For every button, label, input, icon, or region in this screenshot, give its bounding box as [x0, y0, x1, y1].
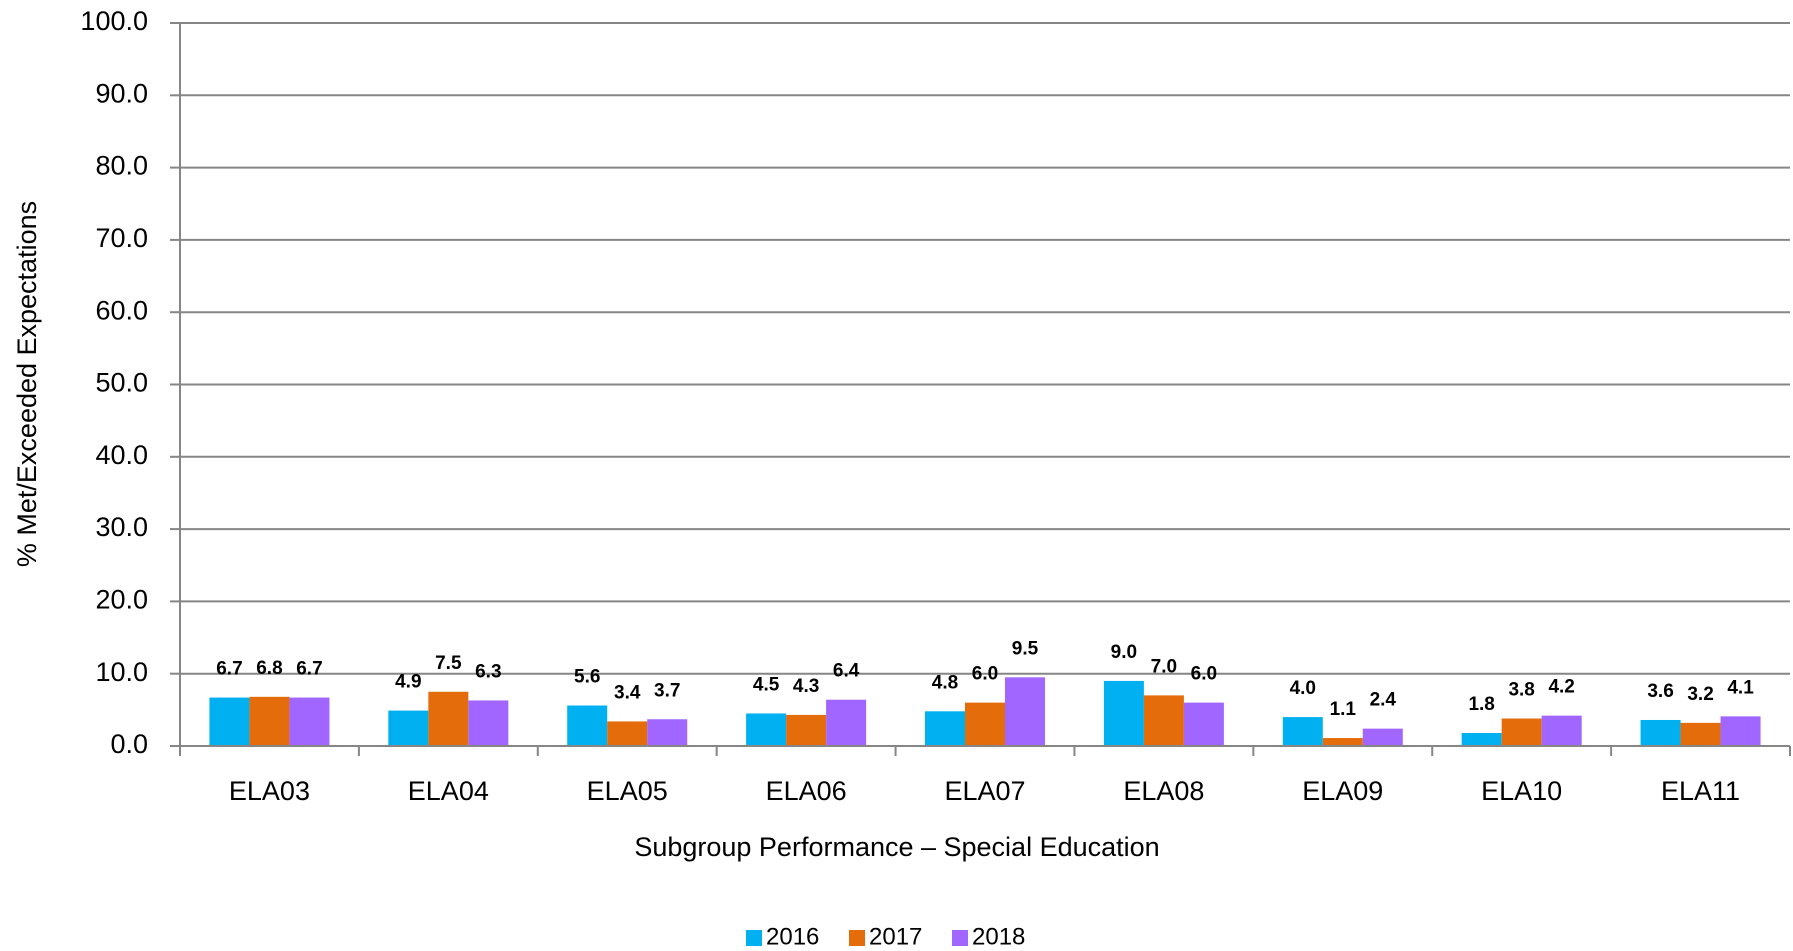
y-tick-label: 100.0 — [80, 6, 148, 36]
value-label: 1.1 — [1330, 699, 1357, 720]
bar — [1461, 732, 1502, 746]
y-tick-label: 20.0 — [95, 585, 148, 615]
value-label: 9.0 — [1111, 642, 1137, 663]
bar — [289, 697, 330, 746]
value-label: 3.4 — [614, 682, 641, 703]
y-tick-label: 90.0 — [95, 78, 148, 108]
bar — [786, 714, 827, 746]
y-tick-label: 30.0 — [95, 512, 148, 542]
x-tick-label: ELA10 — [1481, 776, 1562, 806]
x-tick-label: ELA07 — [944, 776, 1025, 806]
value-label: 4.5 — [753, 674, 780, 695]
bar — [925, 711, 965, 746]
legend-swatch — [849, 930, 865, 946]
bar — [1680, 722, 1721, 746]
value-label: 6.0 — [972, 664, 998, 685]
legend-swatch — [952, 930, 968, 946]
value-label: 4.1 — [1727, 677, 1754, 698]
value-label: 6.3 — [475, 661, 501, 682]
bar — [647, 719, 688, 746]
value-label: 4.0 — [1290, 678, 1316, 699]
x-tick-label: ELA09 — [1302, 776, 1383, 806]
x-tick-label: ELA05 — [587, 776, 668, 806]
bar — [1143, 695, 1184, 746]
bar — [1640, 719, 1681, 746]
bar — [1282, 717, 1323, 746]
value-label: 5.6 — [574, 667, 600, 688]
bar — [1501, 718, 1542, 746]
bar — [1720, 716, 1761, 746]
y-tick-label: 0.0 — [110, 729, 148, 759]
y-tick-label: 40.0 — [95, 440, 148, 470]
y-tick-label: 80.0 — [95, 151, 148, 181]
legend-label: 2017 — [869, 923, 922, 950]
x-axis-title: Subgroup Performance – Special Education — [634, 832, 1159, 862]
value-label: 4.3 — [793, 676, 819, 697]
value-label: 7.0 — [1151, 656, 1177, 677]
value-label: 1.8 — [1468, 694, 1494, 715]
value-label: 3.2 — [1687, 684, 1713, 705]
value-label: 4.8 — [932, 672, 958, 693]
y-tick-label: 70.0 — [95, 223, 148, 253]
legend-label: 2018 — [972, 923, 1025, 950]
bar — [249, 696, 290, 746]
value-label: 3.8 — [1508, 680, 1534, 701]
bar — [428, 691, 469, 746]
bar — [1322, 738, 1363, 746]
x-tick-label: ELA06 — [766, 776, 847, 806]
x-tick-label: ELA04 — [408, 776, 489, 806]
y-tick-label: 60.0 — [95, 295, 148, 325]
bar — [567, 705, 608, 746]
y-axis-title: % Met/Exceeded Expectations — [12, 201, 42, 567]
x-tick-label: ELA08 — [1123, 776, 1204, 806]
bar — [607, 721, 648, 746]
y-tick-label: 50.0 — [95, 368, 148, 398]
bar — [1541, 715, 1582, 746]
value-label: 6.7 — [296, 659, 322, 680]
x-tick-label: ELA03 — [229, 776, 310, 806]
bar — [826, 699, 867, 746]
value-label: 4.9 — [395, 672, 421, 693]
bar — [1005, 677, 1045, 746]
y-tick-label: 10.0 — [95, 657, 148, 687]
value-label: 6.4 — [833, 661, 860, 682]
bar — [965, 702, 1005, 746]
legend-swatch — [746, 930, 762, 946]
value-label: 9.5 — [1012, 638, 1039, 659]
bar — [468, 700, 509, 746]
bar — [388, 710, 429, 746]
bar — [209, 697, 250, 746]
value-label: 7.5 — [435, 653, 462, 674]
legend-label: 2016 — [766, 923, 819, 950]
value-label: 3.7 — [654, 680, 680, 701]
bar — [1103, 680, 1144, 746]
bar — [746, 713, 787, 746]
value-label: 6.7 — [216, 659, 242, 680]
bar — [1362, 728, 1403, 746]
value-label: 6.8 — [256, 658, 282, 679]
value-label: 3.6 — [1647, 681, 1673, 702]
value-label: 6.0 — [1191, 664, 1217, 685]
x-tick-label: ELA11 — [1661, 776, 1740, 806]
value-label: 2.4 — [1370, 690, 1397, 711]
value-label: 4.2 — [1548, 677, 1574, 698]
bar — [1183, 702, 1224, 746]
